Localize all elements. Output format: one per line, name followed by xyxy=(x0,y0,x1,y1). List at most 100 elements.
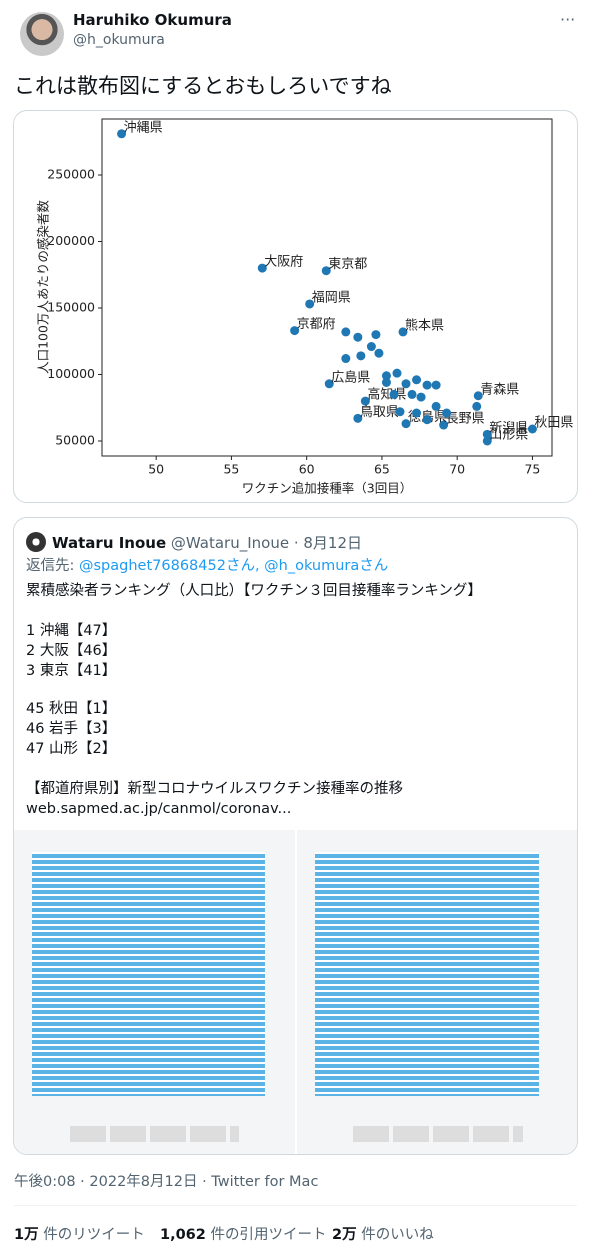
point-label: 熊本県 xyxy=(405,318,444,333)
point xyxy=(374,348,384,358)
timestamp[interactable]: 午後0:08 · 2022年8月12日 · Twitter for Mac xyxy=(14,1174,319,1190)
scatter-chart: ワクチン追加接種率（3回目） 人口100万人あたりの感染者数 50 55 60 65 7… xyxy=(36,118,573,496)
point xyxy=(392,368,402,378)
x-tick-label: 55 xyxy=(223,462,239,477)
point xyxy=(381,371,391,381)
y-tick-label: 250000 xyxy=(47,166,95,181)
point xyxy=(439,420,449,430)
point xyxy=(431,380,441,390)
point-label: 秋田県 xyxy=(534,416,573,431)
stat-label: 件のいいね xyxy=(361,1227,434,1243)
x-tick-label: 75 xyxy=(524,462,540,477)
point xyxy=(473,391,483,401)
point-label: 東京都 xyxy=(328,256,367,272)
point-label: 長野県 xyxy=(446,412,485,427)
ranking-line: 47 山形【2】 xyxy=(26,741,117,757)
point xyxy=(395,407,405,417)
point xyxy=(482,436,492,446)
point xyxy=(360,396,370,406)
point xyxy=(321,266,331,276)
point-label: 福岡県 xyxy=(312,290,351,305)
chart-image[interactable]: ワクチン追加接種率（3回目） 人口100万人あたりの感染者数 50 55 60 65 7… xyxy=(13,110,578,503)
quoted-heading: 累積感染者ランキング（人口比）【ワクチン３回目接種率ランキング】 xyxy=(26,583,482,599)
point xyxy=(431,401,441,411)
point xyxy=(356,351,366,361)
ranking-line: 3 東京【41】 xyxy=(26,663,117,679)
point xyxy=(416,392,426,402)
point xyxy=(305,299,315,309)
stat[interactable]: 1,062 件の引用ツイート xyxy=(160,1223,326,1244)
point xyxy=(422,415,432,425)
avatar[interactable] xyxy=(20,12,64,56)
ranking-image[interactable] xyxy=(297,830,577,1154)
stat[interactable]: 1万 件のリツイート xyxy=(14,1223,145,1244)
point xyxy=(472,401,482,411)
display-name[interactable]: Haruhiko Okumura xyxy=(73,11,232,29)
point xyxy=(407,389,417,399)
point-label: 京都府 xyxy=(297,317,336,332)
quoted-handle-date: @Wataru_Inoue · 8月12日 xyxy=(170,534,363,552)
quoted-avatar xyxy=(26,532,46,552)
point-label: 大阪府 xyxy=(264,255,303,270)
point xyxy=(117,129,127,139)
reply-prefix: 返信先: xyxy=(26,558,75,574)
point xyxy=(482,429,492,439)
point xyxy=(527,424,537,434)
point xyxy=(341,354,351,364)
x-tick-label: 50 xyxy=(148,462,164,477)
stat-label: 件の引用ツイート xyxy=(210,1227,327,1243)
ranking-image[interactable] xyxy=(14,830,295,1154)
point-label: 沖縄県 xyxy=(124,120,163,135)
link-url[interactable]: web.sapmed.ac.jp/canmol/coronav... xyxy=(26,801,292,817)
y-axis-label: 人口100万人あたりの感染者数 xyxy=(36,200,51,374)
ranking-line: 45 秋田【1】 xyxy=(26,701,117,717)
y-tick-label: 50000 xyxy=(55,432,95,447)
stat-count: 1万 xyxy=(14,1227,39,1243)
x-tick-label: 70 xyxy=(449,462,465,477)
link-title: 【都道府県別】新型コロナウイルスワクチン接種率の推移 xyxy=(26,781,403,797)
point xyxy=(257,263,267,273)
y-tick-label: 200000 xyxy=(47,233,95,248)
bars-graphic xyxy=(32,852,265,1096)
y-tick-label: 150000 xyxy=(47,299,95,314)
handle[interactable]: @h_okumura xyxy=(73,32,165,48)
stat-count: 1,062 xyxy=(160,1227,206,1243)
point-label: 新潟県 xyxy=(489,421,528,436)
tweet-text: これは散布図にするとおもしろいですね xyxy=(14,74,392,98)
quoted-name: Wataru Inoue xyxy=(52,534,167,552)
plot-frame xyxy=(101,118,553,457)
point-label: 鳥取県 xyxy=(360,405,399,420)
ranking-line: 46 岩手【3】 xyxy=(26,721,117,737)
x-tick-label: 60 xyxy=(299,462,315,477)
x-axis-label: ワクチン追加接種率（3回目） xyxy=(242,481,412,496)
point xyxy=(412,408,422,418)
point xyxy=(290,326,300,336)
point xyxy=(341,327,351,337)
reply-to[interactable]: @spaghet76868452さん, @h_okumuraさん xyxy=(79,558,389,574)
y-tick-label: 100000 xyxy=(47,366,95,381)
point xyxy=(401,419,411,429)
ranking-line: 1 沖縄【47】 xyxy=(26,623,117,639)
more-button[interactable]: ··· xyxy=(560,10,576,29)
point xyxy=(412,375,422,385)
buttons-graphic xyxy=(353,1126,523,1142)
buttons-graphic xyxy=(70,1126,239,1142)
point xyxy=(442,408,452,418)
point xyxy=(371,330,381,340)
divider xyxy=(14,1205,577,1206)
bars-graphic xyxy=(315,852,539,1096)
point xyxy=(398,327,408,337)
x-tick-label: 65 xyxy=(374,462,390,477)
stat[interactable]: 2万 件のいいね xyxy=(332,1223,434,1244)
quoted-tweet[interactable]: Wataru Inoue @Wataru_Inoue · 8月12日 返信先: … xyxy=(13,517,578,1155)
point xyxy=(401,379,411,389)
point-label: 高知県 xyxy=(367,387,406,403)
point xyxy=(353,332,363,342)
ranking-line: 2 大阪【46】 xyxy=(26,643,117,659)
point xyxy=(353,413,363,423)
point-label: 青森県 xyxy=(480,382,519,397)
point xyxy=(389,389,399,399)
point xyxy=(381,377,391,387)
point-label: 山形県 xyxy=(489,427,528,442)
